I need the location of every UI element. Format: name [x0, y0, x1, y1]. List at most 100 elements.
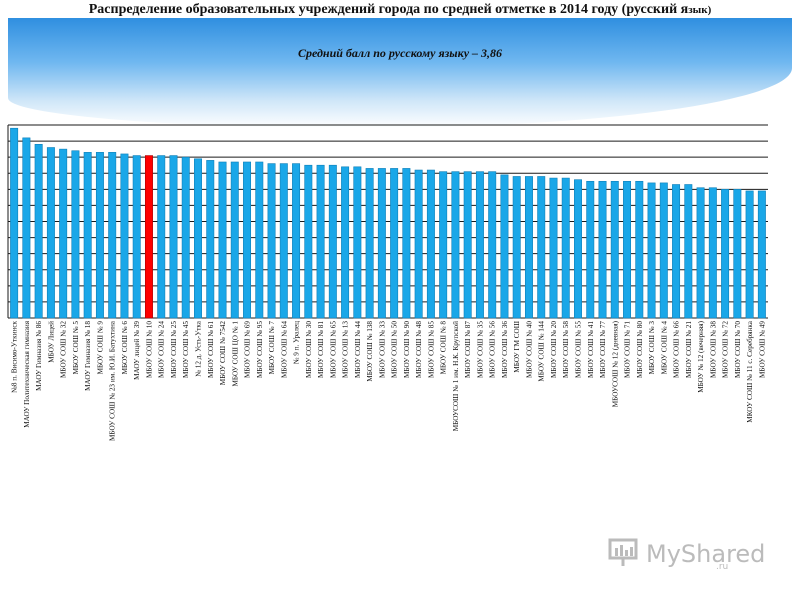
- bar: [377, 168, 386, 319]
- bar: [721, 189, 730, 319]
- bar: [672, 184, 681, 319]
- bar: [353, 166, 362, 319]
- bar: [206, 160, 215, 319]
- bar: [537, 176, 546, 319]
- x-tick-label: МБОУ СОШ № 3: [648, 321, 656, 375]
- x-tick-label: МБОУ СОШ № 5: [72, 321, 80, 375]
- x-tick-label: МБОУ СОШ ЦО № 1: [231, 321, 239, 387]
- bar: [230, 161, 239, 319]
- x-tick-label: МБОУ СОШ № 77: [599, 321, 607, 378]
- bar: [475, 171, 484, 319]
- bar: [696, 187, 705, 319]
- x-tick-label: МБОУ СОШ № 61: [207, 321, 215, 378]
- x-tick-label: МБОУ СОШ № 71: [624, 321, 632, 378]
- x-tick-label: МБОУ СОШ № 10: [145, 321, 153, 378]
- x-tick-label: МБОУ СОШ № 138: [366, 321, 374, 382]
- bar: [108, 152, 117, 319]
- logo-brand: MyShared: [646, 540, 766, 568]
- bar: [745, 190, 754, 319]
- x-tick-label: МБОУ СОШ № 44: [354, 321, 362, 378]
- bar: [341, 166, 350, 319]
- bar: [316, 164, 325, 319]
- bar: [132, 155, 141, 319]
- bar: [181, 156, 190, 319]
- bar-highlighted: [144, 155, 153, 319]
- bar: [598, 180, 607, 319]
- x-tick-label: МБОУ СОШ № 144: [538, 321, 546, 382]
- bar: [549, 177, 558, 319]
- x-tick-label: МБОУ СОШ № 69: [244, 321, 252, 378]
- bar: [157, 155, 166, 319]
- bar: [647, 182, 656, 319]
- x-tick-label: МБОУ СОШ № 36: [501, 321, 509, 378]
- bar: [426, 169, 435, 319]
- x-tick-label: МБОУ СОШ № 81: [317, 321, 325, 378]
- bar: [243, 161, 252, 319]
- bar: [524, 176, 533, 319]
- bar: [635, 180, 644, 319]
- bar: [46, 147, 55, 319]
- x-tick-label: МБОУ СОШ № 13: [342, 321, 350, 378]
- bar: [451, 171, 460, 319]
- x-tick-label: МБОУ СОШ № 35: [476, 321, 484, 378]
- header-banner: [8, 18, 792, 128]
- x-tick-label: №8 п. Висимо-Уткинск: [11, 320, 19, 393]
- bar: [439, 171, 448, 319]
- x-tick-label: МБОУ СОШ № 65: [329, 321, 337, 378]
- bar: [59, 148, 68, 319]
- bar: [623, 180, 632, 319]
- x-tick-label: МБОУСОШ № 12 (дневная): [611, 320, 619, 407]
- x-tick-label: МБОУ СОШ № 30: [305, 321, 313, 378]
- x-tick-label: МБОУ СОШ № 40: [525, 321, 533, 378]
- bar: [414, 169, 423, 319]
- page-title: Распределение образовательных учреждений…: [0, 2, 800, 18]
- bar: [194, 158, 202, 319]
- bar: [733, 189, 742, 319]
- bar: [328, 164, 337, 319]
- title-tail: зык): [688, 4, 712, 16]
- x-tick-label: МБОУСОШ № 1 им. Н.К. Крупской: [452, 321, 460, 431]
- x-tick-label: № 12 д. Усть-Утка: [195, 320, 203, 377]
- x-tick-label: МАОУ Гимназия № 86: [35, 321, 43, 391]
- bar: [684, 184, 693, 319]
- x-tick-label: МБОУ СОШ № 56: [489, 321, 497, 378]
- bar: [279, 163, 288, 319]
- x-tick-label: МБОУ СОШ № 85: [427, 321, 435, 378]
- x-tick-label: МБОУ СОШ № 58: [562, 321, 570, 378]
- bar: [574, 179, 582, 319]
- bar: [255, 161, 264, 319]
- bar: [500, 174, 509, 319]
- bar: [488, 171, 497, 319]
- x-tick-label: МБОУ СОШ № 95: [256, 321, 264, 378]
- bar: [10, 127, 19, 319]
- presentation-icon: [608, 538, 638, 566]
- bar: [83, 152, 92, 319]
- x-tick-label: МАОУ лицей № 39: [133, 321, 141, 380]
- x-tick-label: МБОУ СОШ № 55: [575, 321, 583, 378]
- bar: [267, 163, 276, 319]
- x-tick-label: МБОУ СОШ № 25: [170, 321, 178, 378]
- chart-subtitle: Средний балл по русскому языку – 3,86: [297, 46, 503, 60]
- x-tick-label: МБОУ СОШ № 41: [587, 321, 595, 378]
- x-tick-label: МБОУ СОШ № 32: [60, 321, 68, 378]
- bar: [610, 180, 619, 319]
- bar: [512, 176, 521, 319]
- x-tick-label: МБОУ СОШ № 90: [403, 321, 411, 378]
- x-tick-label: МБОУ № 12 (вечерняя): [697, 320, 705, 392]
- x-tick-label: МКОУ СОШ № 11 с. Серебрянка: [746, 320, 754, 423]
- bar: [463, 171, 472, 319]
- bar: [34, 144, 43, 319]
- x-tick-label: МБОУ СОШ № 6: [121, 321, 129, 375]
- bar: [757, 190, 766, 319]
- x-tick-label: МБОУ СОШ № 24: [158, 321, 166, 378]
- bar: [120, 153, 129, 319]
- bar: [402, 168, 411, 319]
- bar: [169, 155, 178, 319]
- x-tick-label: МБОУ СОШ № 49: [758, 321, 766, 378]
- bar: [561, 177, 570, 319]
- x-tick-label: МБОУ СОШ № 20: [550, 321, 558, 378]
- x-tick-label: МБОУ СОШ № 66: [673, 321, 681, 378]
- x-tick-label: МБОУ СОШ № 72: [722, 321, 730, 378]
- x-tick-label: МБОУ Лицей: [47, 321, 55, 363]
